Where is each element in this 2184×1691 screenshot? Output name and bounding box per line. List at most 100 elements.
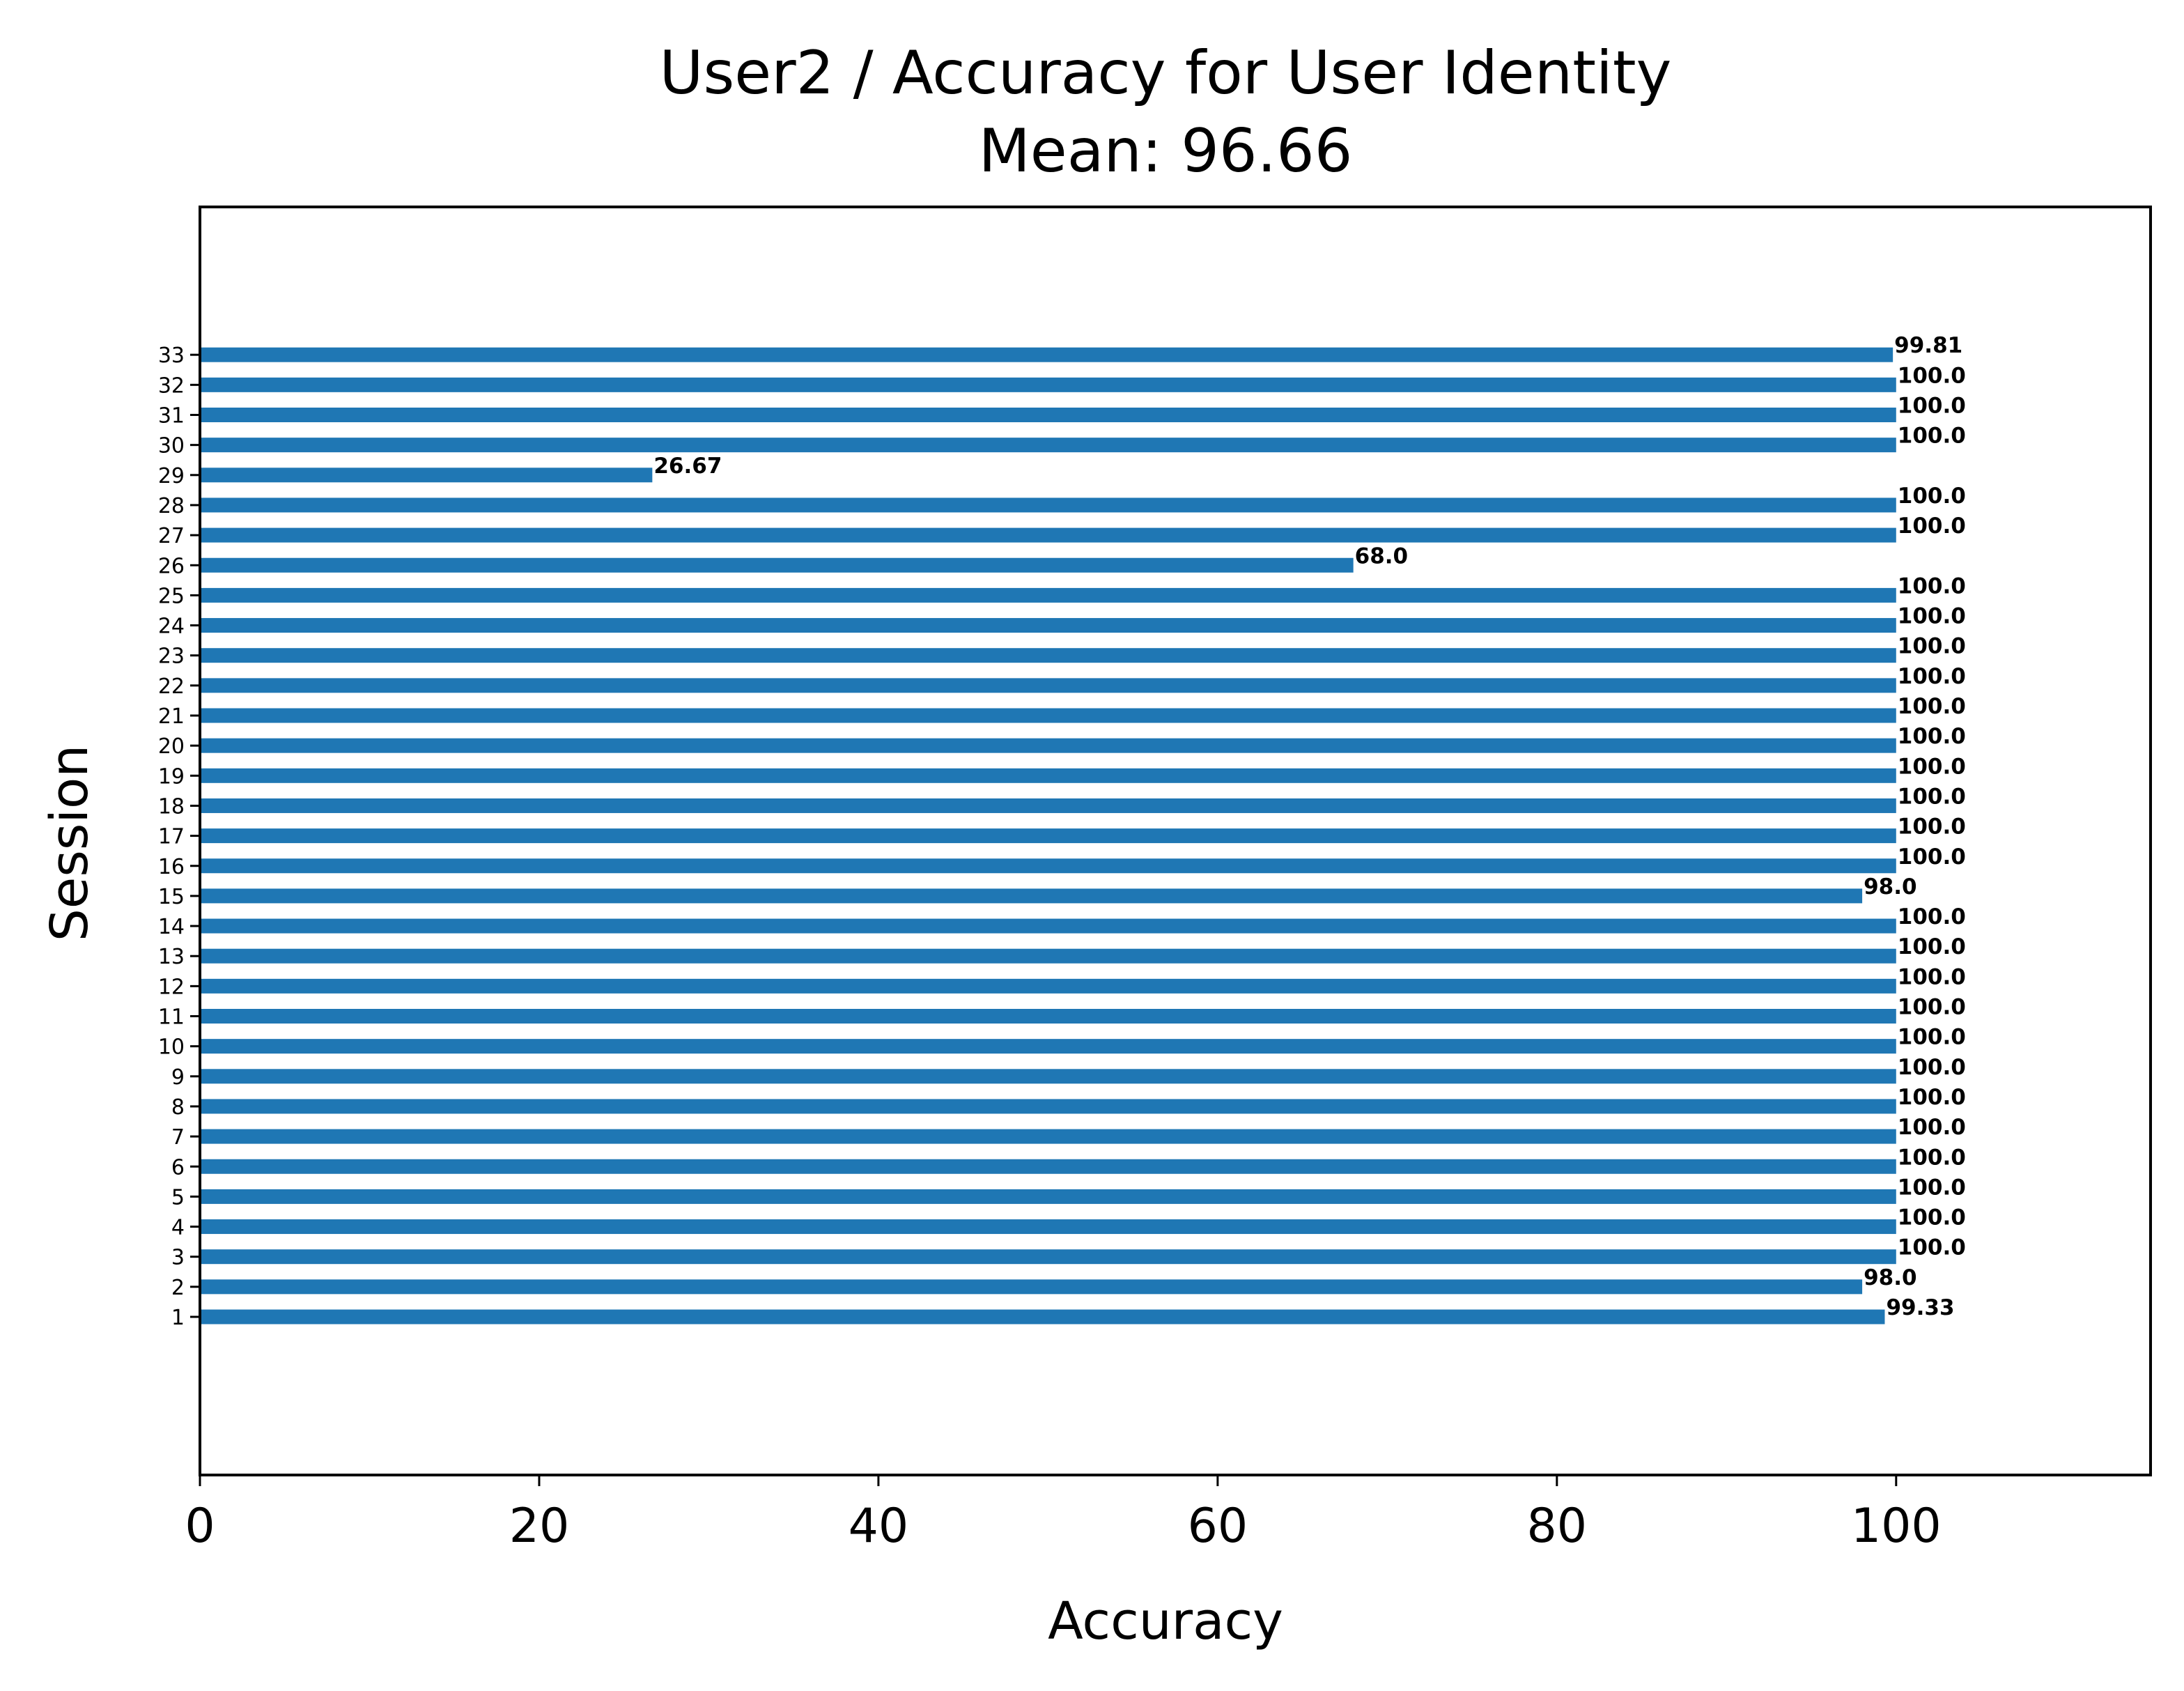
y-tick-label-12: 12	[158, 975, 185, 999]
bar-session-5	[200, 1189, 1896, 1204]
y-tick-label-7: 7	[171, 1125, 185, 1150]
y-tick-label-2: 2	[171, 1276, 185, 1300]
y-tick-label-18: 18	[158, 794, 185, 819]
bar-session-17	[200, 828, 1896, 844]
bar-session-27	[200, 527, 1896, 543]
bar-session-13	[200, 948, 1896, 964]
bar-session-28	[200, 497, 1896, 513]
y-tick-label-15: 15	[158, 885, 185, 909]
y-tick-label-33: 33	[158, 343, 185, 368]
value-label-session-21: 100.0	[1898, 694, 1966, 719]
value-label-session-4: 100.0	[1898, 1205, 1966, 1230]
y-tick-label-4: 4	[171, 1216, 185, 1240]
chart-subtitle: Mean: 96.66	[979, 116, 1353, 186]
y-tick-label-13: 13	[158, 945, 185, 969]
y-tick-label-20: 20	[158, 734, 185, 759]
y-tick-label-28: 28	[158, 494, 185, 518]
bar-session-24	[200, 618, 1896, 633]
y-tick-label-19: 19	[158, 764, 185, 789]
value-label-session-18: 100.0	[1898, 784, 1966, 809]
y-tick-label-5: 5	[171, 1185, 185, 1210]
x-ticks-layer: 0 20 40 60 80 100	[185, 1475, 1942, 1554]
value-label-session-32: 100.0	[1898, 363, 1966, 388]
bar-session-3	[200, 1249, 1896, 1265]
value-label-session-7: 100.0	[1898, 1115, 1966, 1140]
y-tick-label-22: 22	[158, 674, 185, 699]
value-label-session-2: 98.0	[1864, 1265, 1917, 1290]
x-axis-label: Accuracy	[1048, 1591, 1283, 1651]
x-tick-label-60: 60	[1188, 1499, 1248, 1554]
y-tick-label-31: 31	[158, 404, 185, 428]
x-tick-label-100: 100	[1851, 1499, 1942, 1554]
value-label-session-10: 100.0	[1898, 1025, 1966, 1050]
bar-session-7	[200, 1129, 1896, 1144]
y-ticks-layer: 1234567891011121314151617181920212223242…	[158, 343, 200, 1330]
value-labels-layer: 99.33 98.0 100.0 100.0 100.0 100.0 100.0 100.0 1…	[653, 333, 1965, 1320]
y-tick-label-11: 11	[158, 1005, 185, 1030]
value-label-session-12: 100.0	[1898, 964, 1966, 989]
value-label-session-26: 68.0	[1355, 543, 1409, 569]
y-tick-label-25: 25	[158, 584, 185, 608]
value-label-session-30: 100.0	[1898, 424, 1966, 449]
value-label-session-15: 98.0	[1864, 874, 1917, 899]
y-tick-label-17: 17	[158, 825, 185, 849]
bar-session-30	[200, 438, 1896, 453]
value-label-session-8: 100.0	[1898, 1085, 1966, 1110]
bar-session-10	[200, 1039, 1896, 1054]
y-tick-label-27: 27	[158, 524, 185, 548]
y-tick-label-26: 26	[158, 554, 185, 578]
bar-session-14	[200, 918, 1896, 934]
chart-title: User2 / Accuracy for User Identity	[660, 38, 1672, 108]
bar-session-25	[200, 587, 1896, 603]
bar-session-22	[200, 678, 1896, 693]
bar-session-6	[200, 1159, 1896, 1174]
bar-session-16	[200, 858, 1896, 874]
bar-session-33	[200, 347, 1893, 362]
bar-session-2	[200, 1279, 1863, 1295]
y-tick-label-10: 10	[158, 1035, 185, 1060]
value-label-session-16: 100.0	[1898, 844, 1966, 870]
bar-session-31	[200, 408, 1896, 422]
bar-session-12	[200, 978, 1896, 994]
bar-session-26	[200, 557, 1354, 573]
bar-session-29	[200, 468, 653, 483]
value-label-session-9: 100.0	[1898, 1055, 1966, 1080]
value-label-session-5: 100.0	[1898, 1175, 1966, 1200]
bar-session-20	[200, 738, 1896, 753]
bars-layer	[200, 347, 1896, 1325]
y-tick-label-14: 14	[158, 915, 185, 939]
bar-session-4	[200, 1219, 1896, 1235]
value-label-session-19: 100.0	[1898, 754, 1966, 779]
y-tick-label-24: 24	[158, 615, 185, 639]
value-label-session-27: 100.0	[1898, 514, 1966, 539]
bar-session-1	[200, 1309, 1885, 1325]
y-tick-label-8: 8	[171, 1095, 185, 1120]
bar-session-8	[200, 1099, 1896, 1114]
y-tick-label-16: 16	[158, 855, 185, 879]
y-tick-label-3: 3	[171, 1246, 185, 1270]
value-label-session-17: 100.0	[1898, 814, 1966, 840]
value-label-session-31: 100.0	[1898, 394, 1966, 419]
value-label-session-6: 100.0	[1898, 1145, 1966, 1170]
bar-session-23	[200, 648, 1896, 663]
value-label-session-28: 100.0	[1898, 484, 1966, 509]
value-label-session-14: 100.0	[1898, 904, 1966, 929]
x-tick-label-20: 20	[509, 1499, 570, 1554]
y-tick-label-21: 21	[158, 704, 185, 729]
bar-session-9	[200, 1069, 1896, 1084]
value-label-session-20: 100.0	[1898, 724, 1966, 749]
x-tick-label-80: 80	[1527, 1499, 1588, 1554]
value-label-session-11: 100.0	[1898, 995, 1966, 1020]
bar-session-19	[200, 768, 1896, 783]
bar-session-32	[200, 377, 1896, 392]
value-label-session-13: 100.0	[1898, 934, 1966, 959]
value-label-session-33: 99.81	[1894, 333, 1962, 358]
value-label-session-24: 100.0	[1898, 604, 1966, 629]
y-tick-label-1: 1	[171, 1306, 185, 1330]
y-axis-label: Session	[40, 745, 100, 941]
value-label-session-25: 100.0	[1898, 573, 1966, 599]
y-tick-label-32: 32	[158, 373, 185, 398]
value-label-session-22: 100.0	[1898, 664, 1966, 689]
